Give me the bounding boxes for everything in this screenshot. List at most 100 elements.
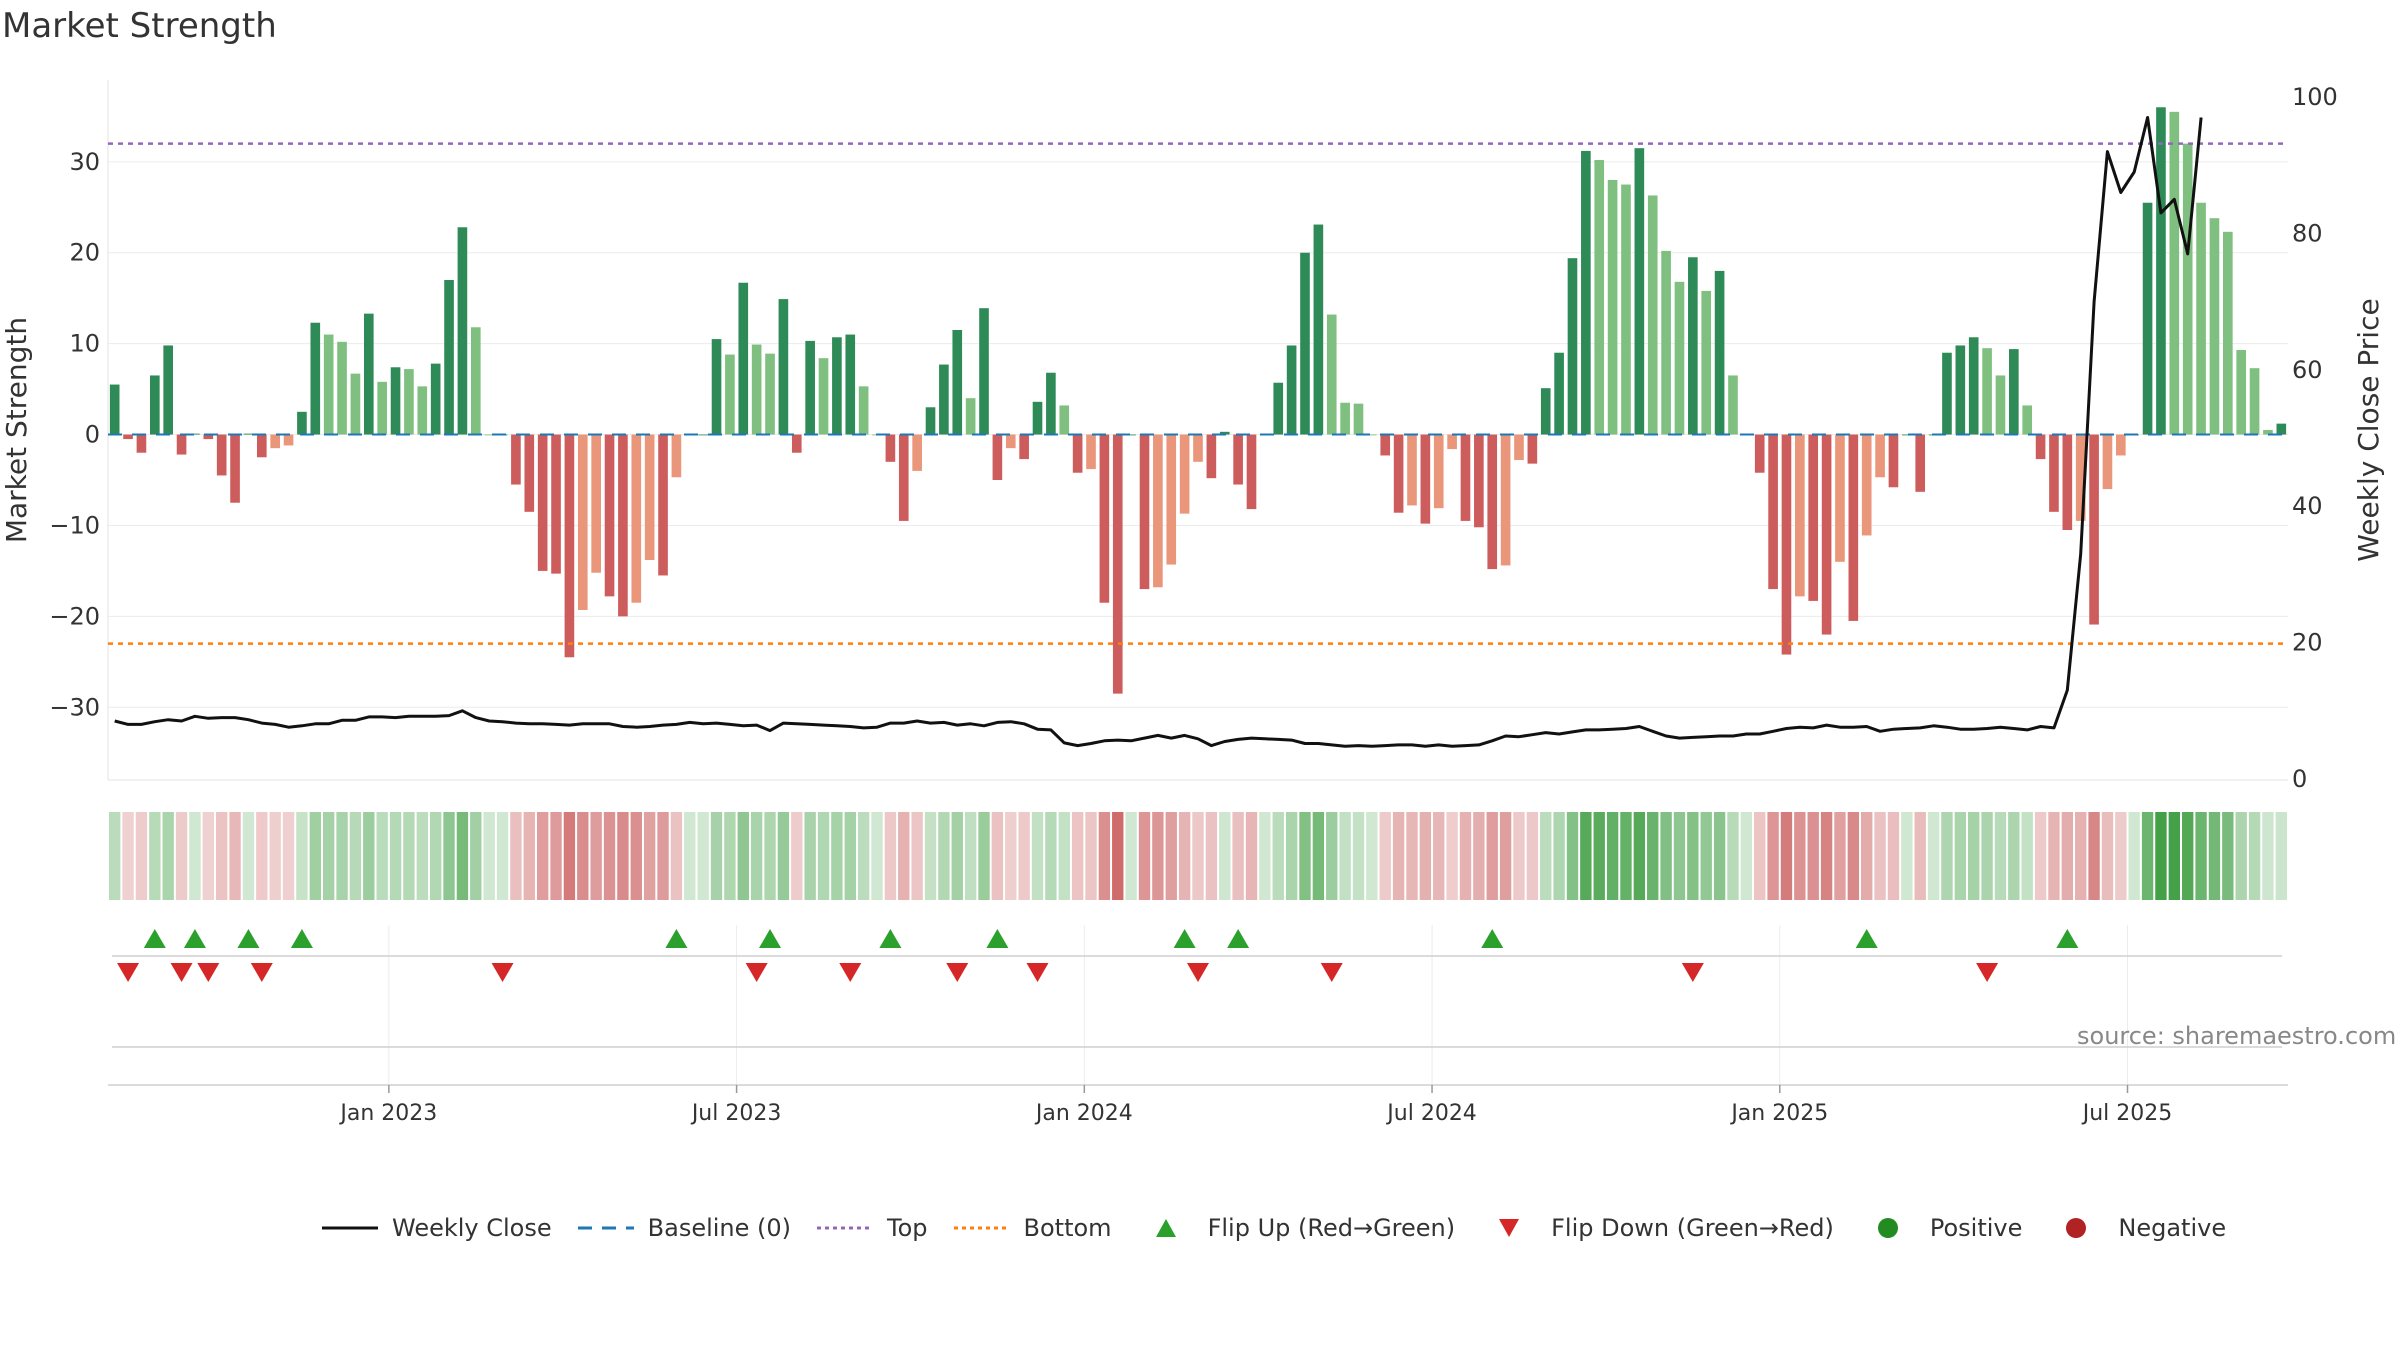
strength-bar [123,434,133,440]
strength-bar [203,434,214,440]
triangle-down-icon [1499,1219,1520,1237]
legend-label: Negative [2118,1214,2227,1242]
strength-bar [604,434,615,597]
heatmap-cell [1433,812,1445,900]
strength-bar [1206,434,1217,479]
heatmap-cell [1540,812,1552,900]
heatmap-cell [536,812,549,900]
y-right-tick-label: 20 [2292,629,2323,657]
x-tick-label: Jul 2023 [690,1101,782,1126]
heatmap-cell [1058,812,1070,900]
strength-bar [818,358,829,435]
heatmap-cell [603,812,616,900]
legend-label: Baseline (0) [647,1214,792,1242]
strength-bar [1661,250,1671,435]
strength-bar [323,334,334,435]
heatmap-cell [1125,812,1137,900]
heatmap-cell [2061,812,2074,900]
strength-bar [1902,434,1912,436]
strength-bar [1500,434,1511,566]
heatmap-cell [2208,812,2221,900]
heatmap-cell [764,812,776,900]
strength-bar [725,354,735,435]
strength-bar [1233,434,1243,485]
strength-bar [551,434,561,574]
strength-bar [1781,434,1792,655]
heatmap-cell [1526,812,1539,900]
heatmap-cell [1647,812,1659,900]
heatmap-cell [416,812,428,900]
strength-bar [1968,337,1979,435]
heatmap-cell [1085,812,1097,900]
strength-bar [1955,345,1966,435]
legend-item: Flip Down (Green→Red) [1479,1214,1834,1242]
strength-bar [1581,150,1591,435]
heatmap-cell [1794,812,1806,900]
flip-up-marker [1481,929,1504,948]
heatmap-cell [149,812,161,900]
heatmap-cell [1861,812,1873,900]
heatmap-cell [697,812,709,900]
heatmap-cell [1887,812,1900,900]
heatmap-cell [1700,812,1712,900]
strength-bar [2209,218,2220,435]
flip-up-marker [183,929,206,948]
heatmap-cell [470,812,482,900]
heatmap-cell [1379,812,1391,900]
heatmap-cell [1673,812,1686,900]
strength-bar [778,299,789,435]
heatmap-cell [1339,812,1351,900]
strength-bar [939,364,949,435]
strength-bar [1861,434,1872,536]
heatmap-cell [1754,812,1766,900]
heatmap-cell [2115,812,2127,900]
heatmap-cell [2262,812,2274,900]
strength-bar [644,434,655,560]
heatmap-cell [617,812,629,900]
strength-bar [537,434,548,571]
heatmap-cell [403,812,415,900]
strength-bar [577,434,588,610]
strength-bar [2049,434,2059,512]
heatmap-cell [884,812,897,900]
heatmap-cell [831,812,843,900]
strength-bar [1447,434,1457,450]
flip-up-marker [879,929,902,948]
strength-bar [965,398,976,435]
heatmap-cell [1994,812,2007,900]
strength-bar [430,363,441,435]
strength-bar [1768,434,1778,590]
heatmap-cell [389,812,402,900]
heatmap-cell [282,812,295,900]
y-right-axis-title: Weekly Close Price [2352,298,2385,561]
heatmap-cell [1941,812,1953,900]
heatmap-cell [1312,812,1325,900]
heatmap-cell [1927,812,1940,900]
heatmap-cell [202,812,214,900]
strength-bar [470,327,481,435]
heatmap-cell [1687,812,1699,900]
y-left-tick-label: −30 [49,693,100,721]
legend-item: Bottom [952,1214,1112,1242]
heatmap-cell [349,812,362,900]
flip-down-marker [250,963,273,982]
heatmap-cell [2195,812,2207,900]
heatmap-cell [964,812,977,900]
heatmap-cell [857,812,870,900]
heatmap-cell [1459,812,1472,900]
heatmap-cell [336,812,348,900]
heatmap-cell [791,812,803,900]
heatmap-cell [1954,812,1967,900]
heatmap-cell [1219,812,1231,900]
x-tick-label: Jul 2025 [2081,1101,2173,1126]
legend-label: Weekly Close [392,1214,552,1242]
heatmap-cell [924,812,937,900]
strength-bar [1594,160,1605,435]
heatmap-cell [1820,812,1833,900]
strength-bar [2156,107,2166,435]
strength-bar [2276,423,2287,435]
strength-bar [1754,434,1765,473]
strength-bar [1005,434,1016,449]
dot-icon [1877,1218,1898,1238]
heatmap-cell [523,812,535,900]
